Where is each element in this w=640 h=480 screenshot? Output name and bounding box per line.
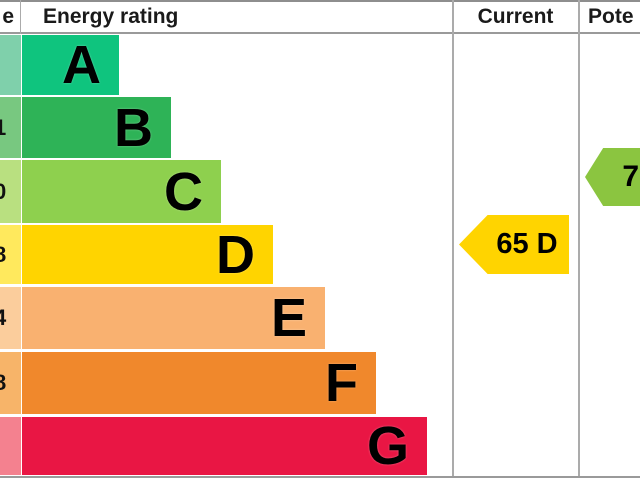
energy-band-bar-a: A <box>22 35 119 95</box>
energy-rating-header: Energy rating <box>43 4 179 28</box>
header-bottom-border <box>0 32 640 34</box>
energy-band-bar-b: B <box>22 97 171 158</box>
energy-band-bar-f: F <box>22 352 376 414</box>
score-range-fragment: 8 <box>0 241 7 267</box>
score-range-strip-b: 1 <box>0 97 21 158</box>
energy-band-bar-e: E <box>22 287 325 349</box>
score-range-strip-d: 8 <box>0 225 21 284</box>
energy-band-letter: E <box>270 288 307 348</box>
score-column-header-fragment: e <box>2 4 14 28</box>
score-range-fragment: 4 <box>0 305 7 330</box>
energy-band-letter: F <box>325 353 358 413</box>
energy-band-row-a: A <box>0 35 640 95</box>
score-column-divider <box>20 0 21 34</box>
score-range-fragment: 8 <box>0 370 7 395</box>
score-range-strip-f: 8 <box>0 352 21 414</box>
score-range-strip-e: 4 <box>0 287 21 349</box>
table-top-border <box>0 0 640 2</box>
current-rating-value: 65 D <box>496 228 558 260</box>
score-range-fragment: 0 <box>0 178 7 204</box>
current-column-divider <box>452 0 454 478</box>
potential-rating-value-fragment: 7 <box>622 160 639 193</box>
energy-band-letter: A <box>62 35 101 95</box>
energy-band-letter: B <box>114 97 153 158</box>
score-range-fragment: 1 <box>0 114 7 140</box>
score-range-strip-c: 0 <box>0 160 21 223</box>
energy-band-bar-d: D <box>22 225 273 284</box>
energy-band-letter: D <box>216 224 255 285</box>
energy-band-letter: G <box>366 416 409 476</box>
table-bottom-border <box>0 476 640 478</box>
energy-band-letter: C <box>164 161 203 222</box>
score-range-strip-g <box>0 417 21 475</box>
potential-column-header: Pote <box>588 4 634 28</box>
score-range-strip-a <box>0 35 21 95</box>
energy-band-bar-c: C <box>22 160 221 223</box>
energy-band-bar-g: G <box>22 417 427 475</box>
energy-band-row-g: G <box>0 417 640 475</box>
potential-column-divider <box>578 0 580 478</box>
current-column-header: Current <box>477 4 554 28</box>
